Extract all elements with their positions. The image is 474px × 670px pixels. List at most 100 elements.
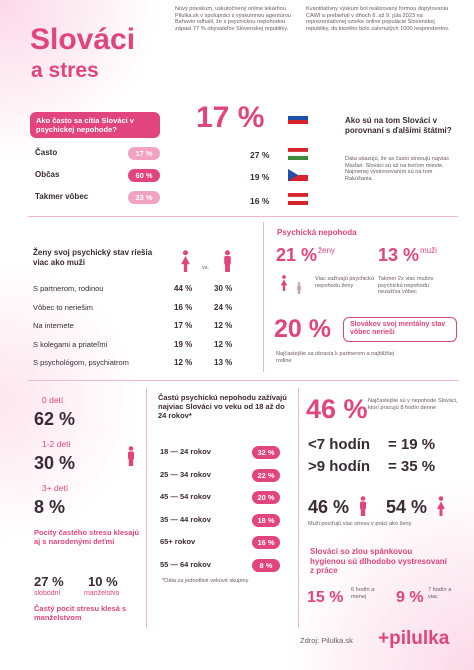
question-box: Ako často sa cítia Slováci v psychickej … <box>30 112 160 138</box>
big-value: 13 % <box>378 245 420 265</box>
row-label: 65+ rokov <box>160 537 196 546</box>
label: ženy <box>318 246 335 255</box>
label-box: Slovákov svoj mentálny stav vôbec nerieš… <box>343 317 457 342</box>
logo: +pilulka <box>378 628 450 649</box>
men-value: 13 % <box>214 358 233 367</box>
note: Častý pocit stresu klesá s manželstvom <box>34 604 127 622</box>
men-value: 12 % <box>214 321 233 330</box>
vs: vs. <box>202 265 210 271</box>
label: 3+ detí <box>42 483 69 493</box>
label: muži <box>420 246 437 255</box>
row-label: Takmer vôbec <box>35 192 89 201</box>
women-value: 12 % <box>174 358 193 367</box>
divider <box>28 216 458 217</box>
row-value: 18 % <box>252 513 280 527</box>
row-label: 25 — 34 rokov <box>160 469 211 479</box>
row-value: 8 % <box>252 558 280 572</box>
row-value: 32 % <box>252 446 280 459</box>
man-icon <box>224 250 231 272</box>
note: Dáta ukazujú, že sa často stresujú najvi… <box>345 156 450 183</box>
big-value: 20 % <box>274 315 331 343</box>
row-value: 16 % <box>252 536 280 549</box>
woman-icon <box>280 275 288 291</box>
value: = 35 % <box>388 458 436 475</box>
question: Ako sú na tom Slováci v porovnaní s ďalš… <box>345 116 452 135</box>
country-value: 19 % <box>250 172 270 182</box>
woman-icon <box>437 496 445 516</box>
value: = 19 % <box>388 436 436 453</box>
row-label: 18 — 24 rokov <box>160 447 211 456</box>
row-label: 45 — 54 rokov <box>160 492 211 501</box>
value: 54 % <box>386 497 428 517</box>
man-icon <box>360 496 366 516</box>
man-icon <box>297 282 301 294</box>
row-value: 60 % <box>128 169 160 182</box>
label: slobodní <box>34 590 61 597</box>
country-value: 16 % <box>250 196 270 206</box>
value: 15 % <box>307 589 344 606</box>
row-label: 35 — 44 rokov <box>160 514 211 524</box>
women-value: 17 % <box>174 321 193 330</box>
big-value: 62 % <box>34 409 76 429</box>
note: Pocity častého stresu klesajú aj s narod… <box>34 528 140 546</box>
title: a stres <box>31 59 99 82</box>
big-value: 21 % <box>276 245 318 265</box>
heading: Slováci so zlou spánkovou hygienou sú dl… <box>310 547 447 576</box>
big-value: 30 % <box>34 453 76 473</box>
title: Slováci <box>30 23 136 56</box>
divider <box>298 388 299 628</box>
big-value: 46 % <box>306 394 368 424</box>
divider <box>28 380 458 381</box>
footnote: *Dáta za jednotlivé vekové skupiny <box>162 578 249 584</box>
label: <7 hodín <box>308 436 371 453</box>
men-value: 12 % <box>214 339 233 349</box>
row-label: S psychológom, psychiatrom <box>33 358 129 367</box>
big-value: 8 % <box>34 497 66 517</box>
value: 9 % <box>396 589 424 606</box>
value: 10 % <box>88 574 118 589</box>
row-label: Na internete <box>33 321 74 330</box>
source: Zdroj: Pilulka.sk <box>300 636 353 645</box>
row-value: 17 % <box>128 147 160 160</box>
note: Muži pociťujú viac stresu v práci ako že… <box>308 521 412 527</box>
women-value: 44 % <box>174 284 193 293</box>
value: 27 % <box>34 574 64 589</box>
women-value: 19 % <box>174 339 193 349</box>
big-value: 17 % <box>196 101 265 134</box>
women-value: 16 % <box>174 302 193 312</box>
heading: Ženy svoj psychický stav riešia viac ako… <box>33 248 153 267</box>
man-icon <box>128 446 134 466</box>
row-value: 22 % <box>252 468 280 482</box>
value: 46 % <box>308 497 350 517</box>
row-label: S partnerom, rodinou <box>33 284 104 293</box>
row-label: Občas <box>35 170 60 179</box>
heading: Častú psychickú nepohodu zažívajú najvia… <box>158 393 287 420</box>
row-value: 23 % <box>128 191 160 204</box>
row-label: 55 — 64 rokov <box>160 559 211 569</box>
label: 6 hodín a menej <box>351 587 375 600</box>
note: Najčastejšie sa obracia k partnerom a na… <box>276 351 395 364</box>
country-value: 27 % <box>250 150 270 160</box>
label: 1-2 deti <box>42 439 71 449</box>
label: 7 hodín a viac <box>428 587 452 600</box>
woman-icon <box>181 250 190 272</box>
note: Viac zažívajú psychickú nepohodu ženy <box>315 276 374 289</box>
men-value: 24 % <box>214 302 233 312</box>
note: Najčastejšie sú v nepohode Slováci, ktor… <box>368 398 458 411</box>
note: Takmer 2x viac mužov psychickú nepohodu … <box>378 276 434 296</box>
row-label: S kolegami a priateľmi <box>33 339 108 349</box>
intro: Kvantitatívny výskum bol realizovaný for… <box>306 6 450 33</box>
divider <box>146 388 147 628</box>
row-label: Vôbec to neriešim <box>33 302 94 312</box>
divider <box>263 222 264 372</box>
row-label: Často <box>35 148 58 157</box>
heading: Psychická nepohoda <box>277 228 357 237</box>
label: 0 detí <box>42 395 64 405</box>
intro: Nový prieskum, uskutočnený online lekárň… <box>175 6 291 33</box>
row-value: 20 % <box>252 491 280 504</box>
men-value: 30 % <box>214 284 233 293</box>
label: manželstvo <box>84 590 120 597</box>
label: >9 hodín <box>308 458 371 475</box>
flags <box>288 112 309 205</box>
